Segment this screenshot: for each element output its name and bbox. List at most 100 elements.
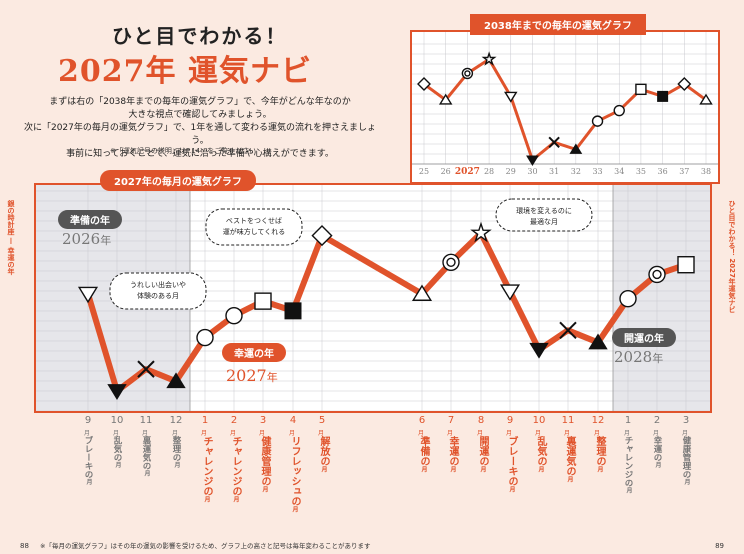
month-label-suffix: 月 <box>320 466 327 472</box>
month-number: 4 <box>289 415 297 426</box>
month-label-suffix: 月 <box>143 470 150 476</box>
month-label-suffix: 月 <box>683 478 690 485</box>
month-label-suffix: 月 <box>203 496 210 502</box>
month-label-text: 解放の <box>318 436 329 466</box>
month-suffix: 月 <box>447 430 454 437</box>
month-label-text: チャレンジの <box>623 436 633 487</box>
next-year-number: 2028 <box>614 348 653 366</box>
speech-bubble-text: 運が味方してくれる <box>223 227 286 236</box>
month-label-text: 幸運の <box>652 436 662 462</box>
footer-note: ※「毎月の運気グラフ」はその年の運気の影響を受けるため、グラフ上の高さと記号は毎… <box>40 542 371 550</box>
yearly-chart-title: 2038年までの毎年の運気グラフ <box>470 14 646 35</box>
month-label: 乱気の月 <box>533 436 548 472</box>
speech-bubble-text: 最適な月 <box>530 217 558 226</box>
yearly-point-filled-square <box>657 90 669 102</box>
month-number: 5 <box>318 415 326 426</box>
yearly-tick-label: 34 <box>614 167 624 176</box>
monthly-point-circle <box>196 328 214 347</box>
yearly-point-up-triangle <box>438 93 453 105</box>
month-number: 3 <box>682 415 690 426</box>
month-suffix: 月 <box>318 430 325 437</box>
month-label: 健康管理の月 <box>680 436 692 485</box>
month-number: 2 <box>230 415 238 426</box>
month-label-text: 整理の <box>171 436 181 462</box>
month-label: 開運の月 <box>475 436 490 472</box>
yearly-point-circle <box>591 115 604 127</box>
month-suffix: 月 <box>624 430 631 437</box>
yearly-tick-label: 38 <box>701 167 711 176</box>
month-label-suffix: 月 <box>85 478 92 485</box>
month-suffix: 月 <box>594 430 601 437</box>
month-label-text: 準備の <box>418 436 429 466</box>
month-suffix: 月 <box>653 430 660 437</box>
intro-line: 大きな視点で確認してみましょう。 <box>128 110 272 120</box>
monthly-point-cross <box>137 360 155 378</box>
current-year-label: 2027年 <box>226 366 278 385</box>
yearly-tick-label: 36 <box>658 167 668 176</box>
yearly-point-up-triangle <box>699 93 713 105</box>
page-number-right: 89 <box>715 542 724 550</box>
month-number: 1 <box>624 415 632 426</box>
monthly-point-filled-down-triangle <box>529 342 549 359</box>
current-year-number: 2027 <box>226 366 267 385</box>
yearly-tick-label: 2027 <box>455 167 480 177</box>
yearly-point-diamond <box>417 77 431 92</box>
month-number: 12 <box>591 415 605 426</box>
month-number: 2 <box>653 415 661 426</box>
month-number: 11 <box>561 415 575 426</box>
month-label-suffix: 月 <box>173 461 180 468</box>
month-label-text: 裏運気の <box>564 436 575 476</box>
month-label-suffix: 月 <box>508 486 515 492</box>
year-suffix: 年 <box>266 371 278 384</box>
prev-year-label: 2026年 <box>62 230 111 248</box>
month-number: 7 <box>447 415 455 426</box>
month-suffix: 月 <box>506 430 513 437</box>
month-label: チャレンジの月 <box>228 436 243 502</box>
month-label: 整理の月 <box>170 436 182 468</box>
yearly-point-filled-triangle <box>569 143 583 154</box>
monthly-point-double-circle <box>442 253 460 271</box>
month-number: 6 <box>418 415 426 426</box>
yearly-point-filled-down-triangle <box>526 155 539 166</box>
prev-year-badge: 準備の年 <box>58 210 122 229</box>
month-suffix: 月 <box>259 430 266 437</box>
month-suffix: 月 <box>535 430 542 437</box>
month-number: 9 <box>506 415 514 426</box>
month-label: 解放の月 <box>316 436 331 472</box>
month-label: 幸運の月 <box>445 436 460 472</box>
monthly-point-down-triangle <box>77 286 99 304</box>
month-number: 10 <box>532 415 546 426</box>
year-suffix: 年 <box>652 352 664 365</box>
month-label-suffix: 月 <box>625 487 632 493</box>
monthly-point-circle <box>619 290 637 308</box>
month-label-suffix: 月 <box>654 461 661 468</box>
month-label-suffix: 月 <box>566 476 573 482</box>
yearly-tick-label: 32 <box>571 167 581 176</box>
month-label: チャレンジの月 <box>622 436 634 493</box>
yearly-tick-label: 29 <box>506 167 516 176</box>
year-suffix: 年 <box>100 234 112 247</box>
month-label-suffix: 月 <box>114 461 121 468</box>
month-suffix: 月 <box>84 430 91 437</box>
yearly-tick-label: 26 <box>441 167 451 176</box>
monthly-point-filled-triangle <box>588 333 608 350</box>
yearly-point-star <box>481 51 497 66</box>
month-label: ブレーキの月 <box>504 436 519 492</box>
yearly-tick-label: 30 <box>527 167 537 176</box>
month-suffix: 月 <box>682 430 689 437</box>
next-year-label: 2028年 <box>614 348 663 366</box>
monthly-chart-frame: うれしい出会いや 体験のある月 ベストをつくせば 運が味方してくれる 環境を変えるのに最… <box>34 183 712 413</box>
month-suffix: 月 <box>564 430 571 437</box>
month-label: 整理の月 <box>592 436 607 472</box>
intro-line: まずは右の「2038年までの毎年の運気グラフ」で、今年がどんな年なのか <box>49 97 351 107</box>
month-suffix: 月 <box>230 430 237 437</box>
yearly-point-double-circle <box>461 67 474 80</box>
prev-year-number: 2026 <box>62 230 101 248</box>
month-label-text: 開運の <box>477 436 488 466</box>
month-label-suffix: 月 <box>261 486 268 492</box>
month-label-suffix: 月 <box>291 506 298 512</box>
next-year-badge: 開運の年 <box>612 328 676 347</box>
month-label: 乱気の月 <box>111 436 123 468</box>
month-label-suffix: 月 <box>596 466 603 472</box>
